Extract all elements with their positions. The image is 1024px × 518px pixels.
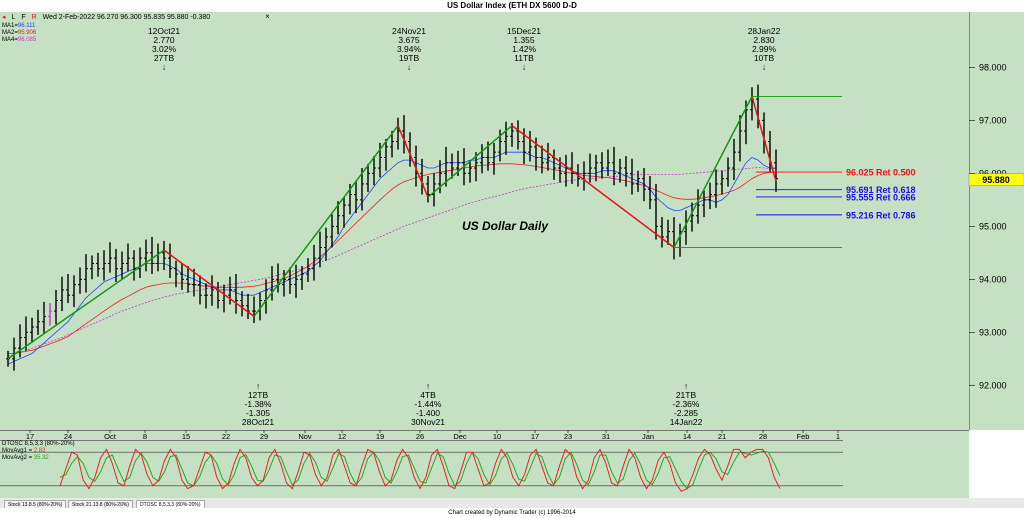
toolbar-btn-l[interactable]: L [11,14,16,21]
osc-legend-movavg1: MovAvg1 = 2.83 [2,448,46,454]
ma2-legend-item: MA2=95.906 [2,30,37,36]
ma1-legend-item: MA1=96.111 [2,23,36,29]
oscillator-blank-area [843,440,969,498]
oscillator-legend: DTOSC 8,5,3,3 (80%-20%) MovAvg1 = 2.83 M… [2,441,75,462]
ohlc-readout: Wed 2-Feb-2022 96.270 96.300 95.835 95.8… [42,14,211,21]
close-icon[interactable]: × [265,12,270,21]
toolbar-btn-f[interactable]: F [21,14,26,21]
ma-legend: MA1=96.111 MA2=95.906 MA4=96.085 [2,23,36,44]
title-bar: US Dollar Index (ETH DX 5600 D-D [0,0,1024,12]
date-axis[interactable] [0,430,969,441]
chart-toolbar: ◂ L F R Wed 2-Feb-2022 96.270 96.300 95.… [2,12,214,23]
ma4-legend-item: MA4=96.085 [2,37,37,43]
osc-legend-title: DTOSC 8,5,3,3 (80%-20%) [2,441,75,447]
oscillator-panel[interactable] [0,440,844,499]
osc-legend-movavg2: MovAvg2 = 35.32 [2,455,49,461]
status-strip [0,498,1024,508]
chart-title: US Dollar Index (ETH DX 5600 D-D [447,1,577,10]
footer-credit: Chart created by Dynamic Trader (c) 1996… [0,508,1024,518]
toolbar-btn-r[interactable]: R [31,14,37,21]
toolbar-marker-icon[interactable]: ◂ [2,14,6,21]
price-axis[interactable] [969,12,1024,430]
price-panel[interactable] [0,12,969,430]
